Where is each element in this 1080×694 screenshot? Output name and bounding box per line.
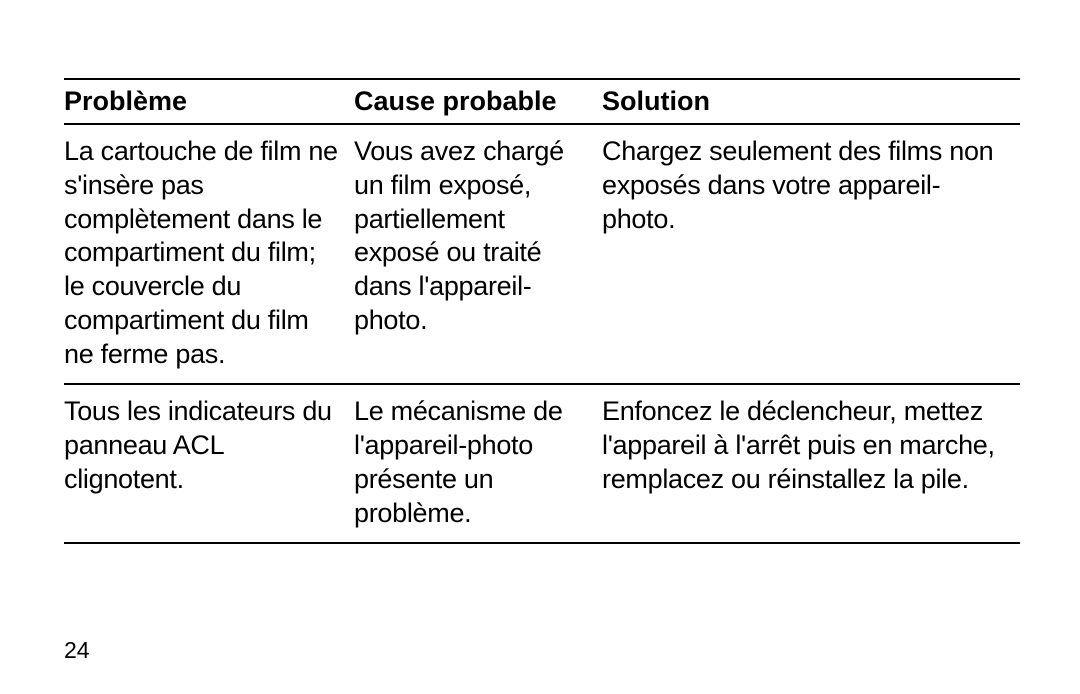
table-header-row: Problème Cause probable Solution: [64, 79, 1020, 124]
table-row: La cartouche de film ne s'insère pas com…: [64, 124, 1020, 384]
cell-solution: Enfoncez le déclencheur, mettez l'appare…: [602, 384, 1020, 543]
manual-page: Problème Cause probable Solution La cart…: [0, 0, 1080, 694]
table-row: Tous les indicateurs du panneau ACL clig…: [64, 384, 1020, 543]
cell-cause: Vous avez chargé un film exposé, partiel…: [354, 124, 602, 384]
cell-probleme: Tous les indicateurs du panneau ACL clig…: [64, 384, 354, 543]
cell-cause: Le mécanisme de l'appareil-photo présent…: [354, 384, 602, 543]
header-solution: Solution: [602, 79, 1020, 124]
header-probleme: Problème: [64, 79, 354, 124]
troubleshooting-table: Problème Cause probable Solution La cart…: [64, 78, 1020, 544]
header-cause: Cause probable: [354, 79, 602, 124]
cell-solution: Chargez seulement des films non exposés …: [602, 124, 1020, 384]
page-number: 24: [64, 637, 90, 664]
cell-probleme: La cartouche de film ne s'insère pas com…: [64, 124, 354, 384]
